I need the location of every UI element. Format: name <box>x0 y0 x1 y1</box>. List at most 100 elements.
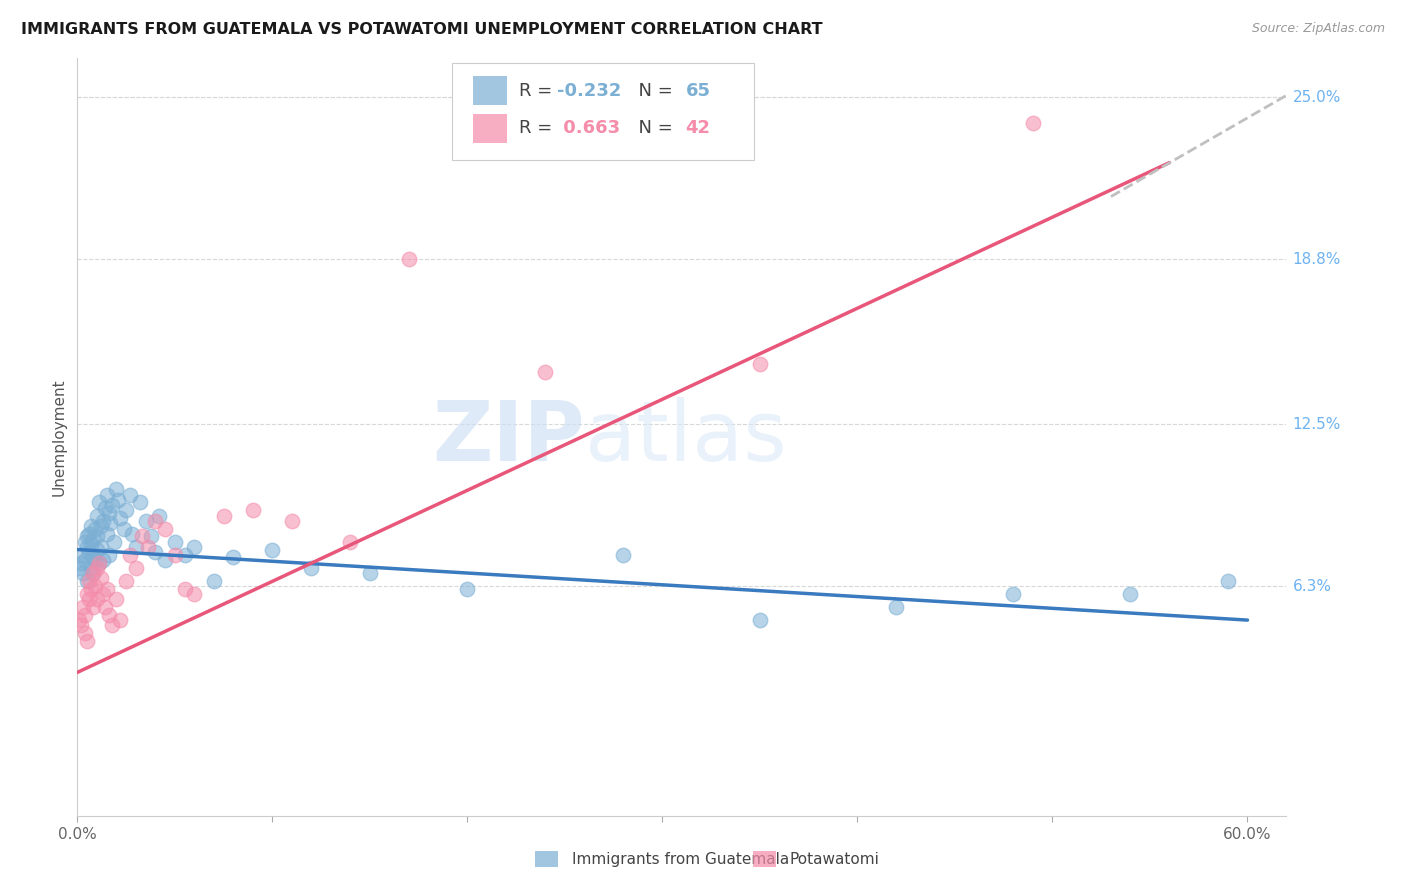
Point <box>80 537 103 551</box>
FancyBboxPatch shape <box>472 114 506 143</box>
Point <box>76 587 98 601</box>
Point <box>97 506 120 520</box>
Point <box>87 556 110 570</box>
Point <box>80 582 103 596</box>
Point <box>183 587 205 601</box>
Point <box>86 561 108 575</box>
Point <box>748 613 770 627</box>
Point <box>82 532 104 546</box>
Point <box>135 514 157 528</box>
Point <box>110 613 132 627</box>
Point <box>183 540 205 554</box>
Point <box>456 582 478 596</box>
Point <box>82 566 104 580</box>
Text: IMMIGRANTS FROM GUATEMALA VS POTAWATOMI UNEMPLOYMENT CORRELATION CHART: IMMIGRANTS FROM GUATEMALA VS POTAWATOMI … <box>21 22 823 37</box>
Point <box>77 592 100 607</box>
Text: 25.0%: 25.0% <box>1292 90 1341 104</box>
Point <box>82 600 104 615</box>
Point <box>103 534 125 549</box>
Point <box>90 571 112 585</box>
Text: 18.8%: 18.8% <box>1292 252 1341 267</box>
Point <box>153 553 176 567</box>
Point <box>141 529 163 543</box>
Point <box>82 566 104 580</box>
Point <box>398 252 420 267</box>
Point <box>242 503 264 517</box>
Point <box>262 542 284 557</box>
Point <box>93 600 115 615</box>
Point <box>115 503 138 517</box>
Point <box>80 561 103 575</box>
Point <box>118 548 141 562</box>
Text: Source: ZipAtlas.com: Source: ZipAtlas.com <box>1251 22 1385 36</box>
Point <box>75 626 97 640</box>
Point <box>143 545 166 559</box>
Point <box>148 508 170 523</box>
Point <box>90 540 112 554</box>
Point <box>87 495 110 509</box>
Point <box>90 519 112 533</box>
Point <box>1216 574 1239 588</box>
Point <box>83 553 105 567</box>
Text: atlas: atlas <box>585 397 787 477</box>
Y-axis label: Unemployment: Unemployment <box>51 378 66 496</box>
Point <box>281 514 304 528</box>
Point <box>163 548 186 562</box>
Point <box>96 582 118 596</box>
Point <box>173 582 195 596</box>
Point <box>339 534 361 549</box>
Point <box>76 529 98 543</box>
Point <box>534 365 557 379</box>
Point <box>173 548 195 562</box>
Point <box>136 540 159 554</box>
Text: 42: 42 <box>686 120 710 137</box>
Point <box>86 542 108 557</box>
Point <box>163 534 186 549</box>
Point <box>91 553 114 567</box>
Point <box>101 618 124 632</box>
Text: ZIP: ZIP <box>433 397 585 477</box>
Point <box>128 495 150 509</box>
Point <box>72 600 94 615</box>
Point <box>107 492 129 507</box>
Point <box>96 526 118 541</box>
Point <box>83 579 105 593</box>
Text: 6.3%: 6.3% <box>1292 579 1331 593</box>
Text: N =: N = <box>627 81 679 100</box>
Point <box>75 534 97 549</box>
Point <box>70 618 93 632</box>
Text: Immigrants from Guatemala: Immigrants from Guatemala <box>572 853 789 867</box>
Point <box>143 514 166 528</box>
Point <box>105 592 128 607</box>
Point <box>75 607 97 622</box>
Point <box>91 514 114 528</box>
Point <box>77 574 100 588</box>
Text: -0.232: -0.232 <box>557 81 621 100</box>
Text: N =: N = <box>627 120 679 137</box>
Point <box>125 540 148 554</box>
Point <box>153 522 176 536</box>
Point <box>110 511 132 525</box>
Point <box>886 600 908 615</box>
Point <box>77 526 100 541</box>
Point <box>131 529 153 543</box>
Point <box>212 508 235 523</box>
FancyBboxPatch shape <box>472 76 506 105</box>
Point <box>1119 587 1142 601</box>
Point <box>222 550 245 565</box>
Point <box>97 607 120 622</box>
Point <box>87 556 110 570</box>
Point <box>299 561 322 575</box>
Point <box>82 550 104 565</box>
Text: Potawatomi: Potawatomi <box>790 853 880 867</box>
Point <box>612 548 634 562</box>
Point <box>83 522 105 536</box>
Point <box>76 634 98 648</box>
Text: R =: R = <box>519 81 558 100</box>
Point <box>101 498 124 512</box>
Text: 65: 65 <box>686 81 710 100</box>
Text: 0.663: 0.663 <box>557 120 620 137</box>
Point <box>359 566 381 580</box>
Point <box>118 487 141 501</box>
Point <box>77 545 100 559</box>
